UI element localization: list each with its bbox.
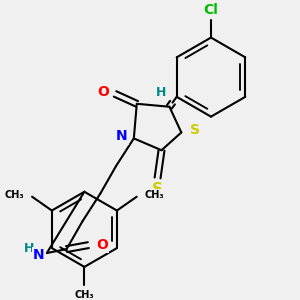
Text: S: S	[190, 124, 200, 137]
Text: N: N	[33, 248, 45, 262]
Text: Cl: Cl	[203, 3, 218, 17]
Text: N: N	[116, 129, 128, 143]
Text: CH₃: CH₃	[145, 190, 164, 200]
Text: S: S	[152, 182, 163, 197]
Text: H: H	[24, 242, 34, 255]
Text: O: O	[97, 85, 109, 99]
Text: CH₃: CH₃	[4, 190, 24, 200]
Text: CH₃: CH₃	[75, 290, 94, 300]
Text: O: O	[96, 238, 108, 252]
Text: H: H	[155, 86, 166, 99]
